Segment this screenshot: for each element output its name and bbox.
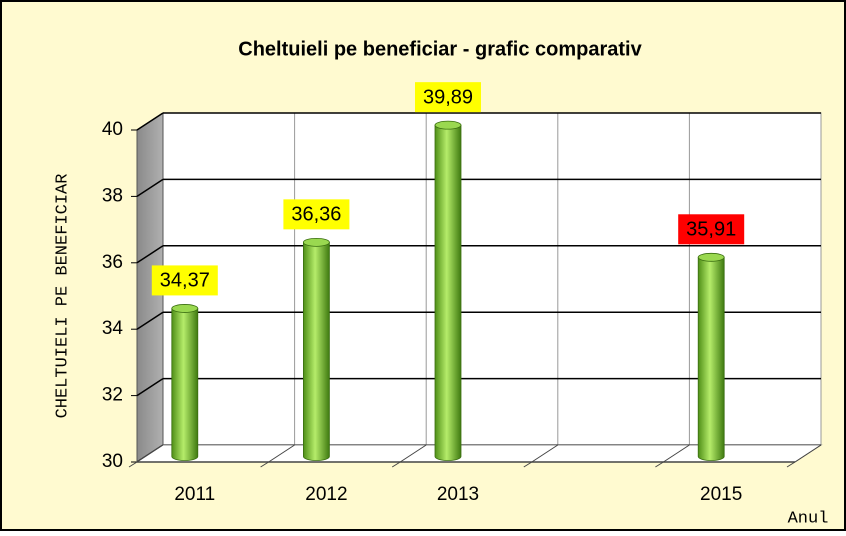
x-tick (391, 461, 401, 468)
grid-line-side (136, 311, 164, 330)
y-tick-label: 36 (102, 252, 123, 273)
value-label: 35,91 (686, 219, 736, 241)
x-tick-label: 2013 (437, 484, 479, 505)
bar-top (697, 252, 725, 262)
value-label: 36,36 (291, 204, 341, 226)
value-label-box (283, 199, 350, 230)
chart-title: Cheltuieli pe beneficiar - grafic compar… (238, 38, 642, 60)
x-tick (128, 461, 138, 468)
grid-line-side (136, 112, 164, 131)
x-tick-label: 2011 (174, 484, 215, 505)
y-tick-label: 40 (102, 119, 123, 140)
x-tick-label: 2012 (305, 484, 347, 505)
value-label-box (151, 265, 218, 296)
y-tick-label: 32 (102, 385, 123, 406)
x-tick (260, 461, 269, 468)
x-axis-label: Anul (788, 509, 829, 528)
x-tick (786, 461, 796, 468)
y-tick-label: 34 (102, 318, 124, 339)
floor-line (136, 444, 164, 463)
floor-line (794, 444, 822, 463)
x-tick-label: 2015 (700, 484, 742, 505)
bar-top (434, 120, 462, 130)
x-tick (523, 461, 533, 468)
value-label-box (415, 82, 481, 113)
floor-line (399, 444, 427, 463)
x-tick (655, 461, 664, 468)
floor-line (268, 444, 295, 463)
grid-line-side (136, 245, 164, 264)
bar (171, 308, 199, 461)
bar-top (302, 237, 330, 247)
bar-top (171, 304, 199, 313)
floor-line (663, 444, 690, 463)
grid-line-side (136, 178, 164, 198)
floor-line (531, 444, 559, 463)
bar (697, 256, 725, 461)
value-label: 39,89 (423, 86, 473, 108)
y-axis-label: CHELTUIELI PE BENEFICIAR (53, 174, 72, 419)
value-label-box (678, 214, 745, 245)
grid-line-side (136, 377, 164, 397)
value-label: 34,37 (160, 270, 210, 292)
bar (303, 241, 330, 461)
y-tick-label: 30 (102, 451, 123, 472)
y-tick-label: 38 (102, 185, 123, 206)
bar (434, 124, 462, 461)
